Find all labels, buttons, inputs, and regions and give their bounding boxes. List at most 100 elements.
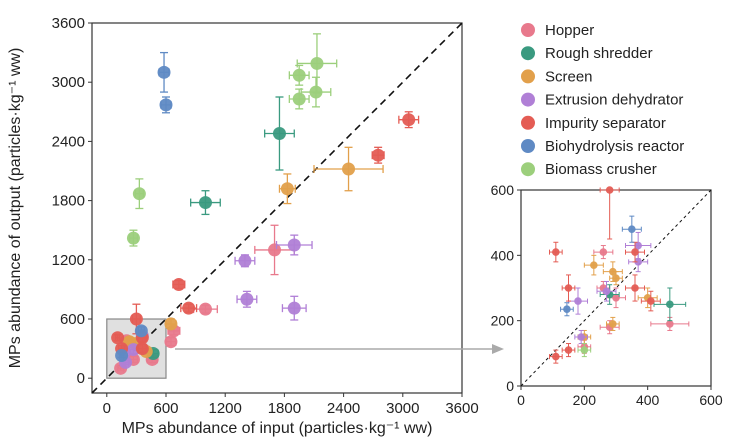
point-marker — [564, 346, 573, 354]
point-marker — [309, 85, 323, 99]
main-x-axis-label: MPs abundance of input (particles·kg⁻¹ w… — [122, 420, 433, 437]
main-plot-frame — [91, 22, 463, 394]
main-x-tick-label: 0 — [103, 400, 111, 417]
main-point-extrusion-dehydrator-2 — [236, 290, 258, 308]
point-marker — [631, 284, 639, 292]
main-point-impurity-separator-0 — [398, 111, 420, 129]
point-marker — [292, 92, 306, 106]
point-marker — [666, 320, 674, 328]
inset-series-hopper — [577, 245, 690, 354]
inset-series-biohydrolysis-reactor — [560, 215, 642, 317]
main-point-screen-1 — [278, 173, 296, 205]
point-marker — [634, 241, 642, 250]
legend-swatch — [521, 23, 535, 37]
inset-point-extrusion-dehydrator-3 — [628, 251, 649, 273]
inset-point-extrusion-dehydrator-4 — [574, 329, 588, 345]
main-series-biomass-crusher — [126, 33, 338, 247]
main-point-rough-shredder-0 — [264, 96, 295, 171]
legend-label: Screen — [545, 68, 593, 85]
legend-swatch — [521, 139, 535, 153]
inset-point-impurity-separator-6 — [599, 186, 620, 240]
legend-item-rough-shredder: Rough shredder — [521, 45, 653, 62]
main-point-biomass-crusher-5 — [126, 229, 140, 247]
inset-x-tick-label: 600 — [699, 392, 723, 408]
legend-swatch — [521, 92, 535, 107]
point-marker — [129, 312, 143, 326]
legend-swatch — [521, 162, 535, 177]
main-point-biomass-crusher-2 — [300, 76, 332, 108]
point-marker — [402, 113, 416, 127]
point-marker — [172, 277, 186, 291]
legend-swatch — [521, 115, 535, 130]
point-marker — [240, 292, 254, 306]
main-x-tick-label: 1200 — [209, 400, 242, 417]
inset-x-tick-label: 0 — [517, 392, 525, 408]
main-y-axis-label: MPs abundance of output (particles·kg⁻¹ … — [7, 48, 24, 369]
main-point-biomass-crusher-3 — [288, 88, 310, 110]
legend-item-hopper: Hopper — [521, 22, 594, 39]
legend-label: Hopper — [545, 22, 594, 39]
point-marker — [612, 274, 620, 283]
main-x-tick-label: 1800 — [268, 400, 301, 417]
inset-point-impurity-separator-7 — [640, 290, 661, 312]
main-point-impurity-separator-3 — [180, 301, 198, 315]
point-marker — [666, 300, 674, 309]
inset-y-tick-label: 600 — [491, 182, 515, 198]
inset-y-tick-label: 200 — [491, 313, 515, 329]
main-x-tick-label: 600 — [153, 400, 178, 417]
point-marker — [574, 297, 582, 305]
inset-y-tick-label: 0 — [506, 378, 514, 394]
point-marker — [111, 331, 125, 345]
main-point-extrusion-dehydrator-3 — [281, 295, 307, 321]
main-point-biomass-crusher-1 — [288, 64, 310, 86]
zoom-connector — [175, 344, 504, 354]
main-point-biohydrolysis-reactor-3 — [115, 349, 129, 363]
inset-x-tick-label: 400 — [636, 392, 660, 408]
main-point-hopper-3 — [164, 335, 178, 349]
point-marker — [577, 333, 585, 341]
main-x-tick-label: 3000 — [386, 400, 419, 417]
legend-label: Impurity separator — [545, 115, 666, 132]
inset-series-screen — [577, 254, 658, 345]
inset-series-biomass-crusher — [577, 343, 592, 358]
main-point-rough-shredder-1 — [190, 190, 221, 216]
point-marker — [238, 254, 252, 268]
legend-item-extrusion-dehydrator: Extrusion dehydrator — [521, 92, 683, 109]
main-point-extrusion-dehydrator-0 — [275, 234, 313, 256]
main-point-screen-2 — [164, 317, 178, 331]
point-marker — [310, 56, 324, 70]
inset-series-rough-shredder — [599, 284, 687, 322]
main-y-tick-label: 0 — [77, 370, 85, 387]
inset-point-hopper-1 — [593, 245, 614, 260]
point-marker — [609, 267, 617, 276]
main-y-tick-label: 1200 — [52, 252, 85, 269]
legend-label: Extrusion dehydrator — [545, 92, 683, 109]
inset-chart: 0 200 400 600 0 200 400 600 — [491, 182, 723, 408]
main-point-biomass-crusher-0 — [296, 33, 338, 94]
inset-point-impurity-separator-3 — [625, 274, 645, 302]
inset-point-impurity-separator-1 — [561, 274, 576, 302]
main-point-hopper-1 — [192, 302, 218, 316]
point-marker — [182, 301, 196, 315]
inset-point-screen-0 — [583, 254, 604, 276]
point-marker — [609, 320, 617, 328]
point-marker — [647, 297, 655, 305]
main-x-tick-label: 2400 — [327, 400, 360, 417]
legend-item-impurity-separator: Impurity separator — [521, 115, 666, 132]
main-point-extrusion-dehydrator-1 — [234, 254, 256, 268]
zoom-arrow-head — [492, 344, 504, 354]
legend-item-biohydrolysis-reactor: Biohydrolysis reactor — [521, 138, 684, 155]
point-marker — [552, 248, 560, 256]
inset-point-extrusion-dehydrator-1 — [568, 287, 588, 315]
main-y-tick-label: 600 — [60, 311, 85, 328]
point-marker — [564, 284, 573, 292]
main-point-biohydrolysis-reactor-2 — [134, 324, 148, 338]
point-marker — [134, 324, 148, 338]
inset-point-rough-shredder-0 — [653, 287, 687, 322]
legend-item-screen: Screen — [521, 68, 593, 85]
main-y-tick-label: 3600 — [52, 15, 85, 32]
point-marker — [164, 335, 178, 349]
point-marker — [280, 182, 294, 196]
inset-point-hopper-0 — [650, 316, 690, 331]
point-marker — [135, 342, 149, 356]
